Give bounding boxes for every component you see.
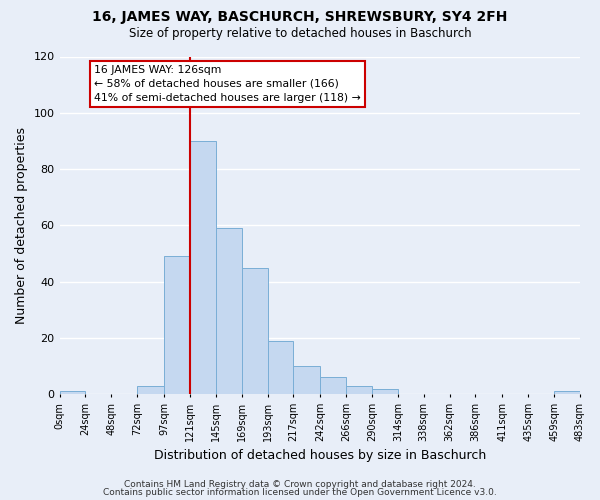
Text: Contains HM Land Registry data © Crown copyright and database right 2024.: Contains HM Land Registry data © Crown c…	[124, 480, 476, 489]
X-axis label: Distribution of detached houses by size in Baschurch: Distribution of detached houses by size …	[154, 450, 486, 462]
Text: 16, JAMES WAY, BASCHURCH, SHREWSBURY, SY4 2FH: 16, JAMES WAY, BASCHURCH, SHREWSBURY, SY…	[92, 10, 508, 24]
Text: Size of property relative to detached houses in Baschurch: Size of property relative to detached ho…	[128, 28, 472, 40]
Bar	[190, 141, 216, 394]
Bar	[216, 228, 242, 394]
Bar	[320, 378, 346, 394]
Bar	[554, 392, 580, 394]
Bar	[59, 392, 85, 394]
Bar	[293, 366, 320, 394]
Bar	[242, 268, 268, 394]
Text: Contains public sector information licensed under the Open Government Licence v3: Contains public sector information licen…	[103, 488, 497, 497]
Bar	[164, 256, 190, 394]
Bar	[346, 386, 372, 394]
Text: 16 JAMES WAY: 126sqm
← 58% of detached houses are smaller (166)
41% of semi-deta: 16 JAMES WAY: 126sqm ← 58% of detached h…	[94, 65, 361, 103]
Bar	[268, 340, 293, 394]
Bar	[137, 386, 164, 394]
Bar	[372, 388, 398, 394]
Y-axis label: Number of detached properties: Number of detached properties	[15, 127, 28, 324]
